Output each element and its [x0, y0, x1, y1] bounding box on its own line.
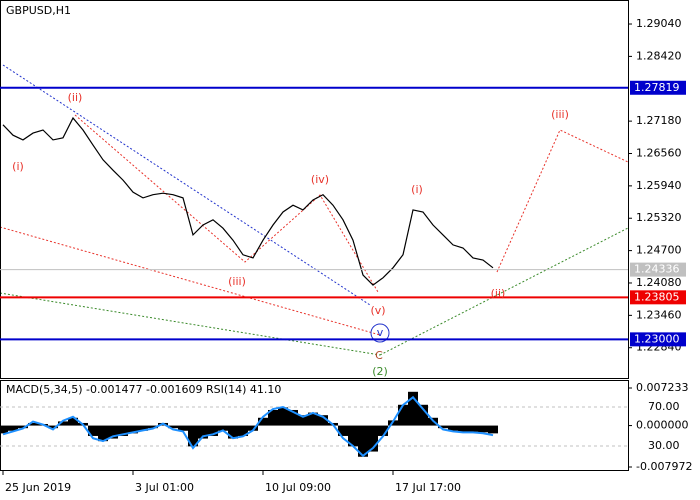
price-line [2, 116, 494, 286]
wave-label: (ii) [68, 91, 83, 104]
histogram-bar [398, 404, 408, 426]
trend-line [0, 292, 381, 356]
level-label: 1.27819 [634, 81, 680, 94]
histogram-bar [228, 425, 238, 439]
level-box [630, 290, 686, 305]
histogram-bar [278, 407, 288, 426]
y-tick-label: 1.25940 [636, 179, 682, 192]
y-tick-label: 1.25320 [636, 211, 682, 224]
forecast-line [496, 129, 629, 273]
wave-label: (2) [372, 365, 388, 378]
y2-tick-label: 70.00 [648, 400, 680, 413]
y-tick-label: 1.28420 [636, 49, 682, 62]
histogram-bar [258, 417, 268, 426]
histogram-bar [208, 425, 218, 436]
histogram-bar [438, 425, 448, 429]
wave-label: (i) [12, 160, 24, 173]
histogram-bar [138, 425, 148, 431]
histogram-bar [308, 412, 318, 426]
wave-label: (iii) [228, 275, 246, 288]
histogram-bar [418, 404, 428, 426]
histogram-bar [68, 417, 78, 426]
trend-line [0, 226, 381, 336]
indicator-title: MACD(5,34,5) -0.001477 -0.001609 RSI(14)… [6, 383, 281, 396]
indicator-line [2, 395, 494, 458]
wave-label: (i) [411, 183, 423, 196]
wave-circle [370, 323, 390, 343]
wave-label: v [377, 326, 384, 339]
histogram-bar [8, 425, 18, 431]
y-tick-label: 1.27180 [636, 114, 682, 127]
y-tick-label: 0.007233 [636, 381, 689, 394]
histogram-bar [178, 425, 188, 431]
histogram-bar [478, 425, 488, 433]
histogram-bar [288, 409, 298, 426]
y2-tick-label: 30.00 [648, 439, 680, 452]
histogram-bar [318, 415, 328, 426]
histogram-bar [58, 421, 68, 426]
price-frame [0, 0, 629, 379]
histogram-bar [98, 425, 108, 442]
histogram-bar [458, 425, 468, 432]
level-label: 1.23000 [634, 332, 680, 345]
chart-title: GBPUSD,H1 [6, 4, 71, 17]
histogram-bar [168, 425, 178, 429]
histogram-bar [48, 425, 58, 429]
histogram-bar [298, 415, 308, 426]
histogram-bar [448, 425, 458, 431]
last-price-box [630, 262, 686, 277]
trend-line [2, 64, 371, 306]
wave-label: (ii) [491, 287, 506, 300]
y-tick-label: 0.000000 [636, 419, 689, 432]
wave-label: C [375, 349, 383, 362]
histogram-bar [408, 391, 418, 426]
analysis-lines [0, 64, 629, 356]
histogram-bar [268, 409, 278, 426]
y-tick-label: 1.24080 [636, 276, 682, 289]
x-tick-label: 10 Jul 09:00 [265, 481, 331, 494]
histogram-bar [338, 425, 348, 436]
histogram-bar [198, 425, 208, 439]
x-tick-label: 17 Jul 17:00 [395, 481, 461, 494]
histogram-bar [148, 425, 158, 429]
histogram-bar [118, 425, 128, 436]
level-label: 1.23805 [634, 290, 680, 303]
histogram-bar [348, 425, 358, 447]
histogram-bar [238, 425, 248, 436]
y-tick-label: 1.26560 [636, 146, 682, 159]
last-price-label: 1.24336 [634, 263, 680, 276]
histogram-bar [368, 425, 378, 452]
histogram-bar [28, 422, 38, 426]
wave-label: (iii) [551, 108, 569, 121]
y-tick-label: 1.29040 [636, 17, 682, 30]
wave-line [74, 114, 379, 293]
histogram-bar [88, 425, 98, 436]
histogram-bar [248, 425, 258, 431]
histogram-bar [0, 425, 8, 434]
level-box [630, 80, 686, 95]
y-tick-label: 1.24700 [636, 244, 682, 257]
histogram-bar [18, 425, 28, 429]
histogram-bar [218, 425, 228, 431]
x-tick-label: 3 Jul 01:00 [135, 481, 194, 494]
y-tick-label: -0.007972 [636, 460, 692, 473]
histogram-bar [358, 425, 368, 457]
histogram-bar [378, 425, 388, 436]
forecast-line [379, 227, 629, 356]
histogram-bar [108, 425, 118, 439]
histogram-bar [468, 425, 478, 432]
level-box [630, 332, 686, 347]
x-tick-label: 25 Jun 2019 [5, 481, 71, 494]
y-tick-label: 1.23460 [636, 308, 682, 321]
histogram-bar [128, 425, 138, 434]
wave-label: (v) [370, 304, 385, 317]
wave-label: (iv) [311, 173, 329, 186]
histogram-bar [188, 425, 198, 447]
histogram-bar [488, 425, 498, 434]
